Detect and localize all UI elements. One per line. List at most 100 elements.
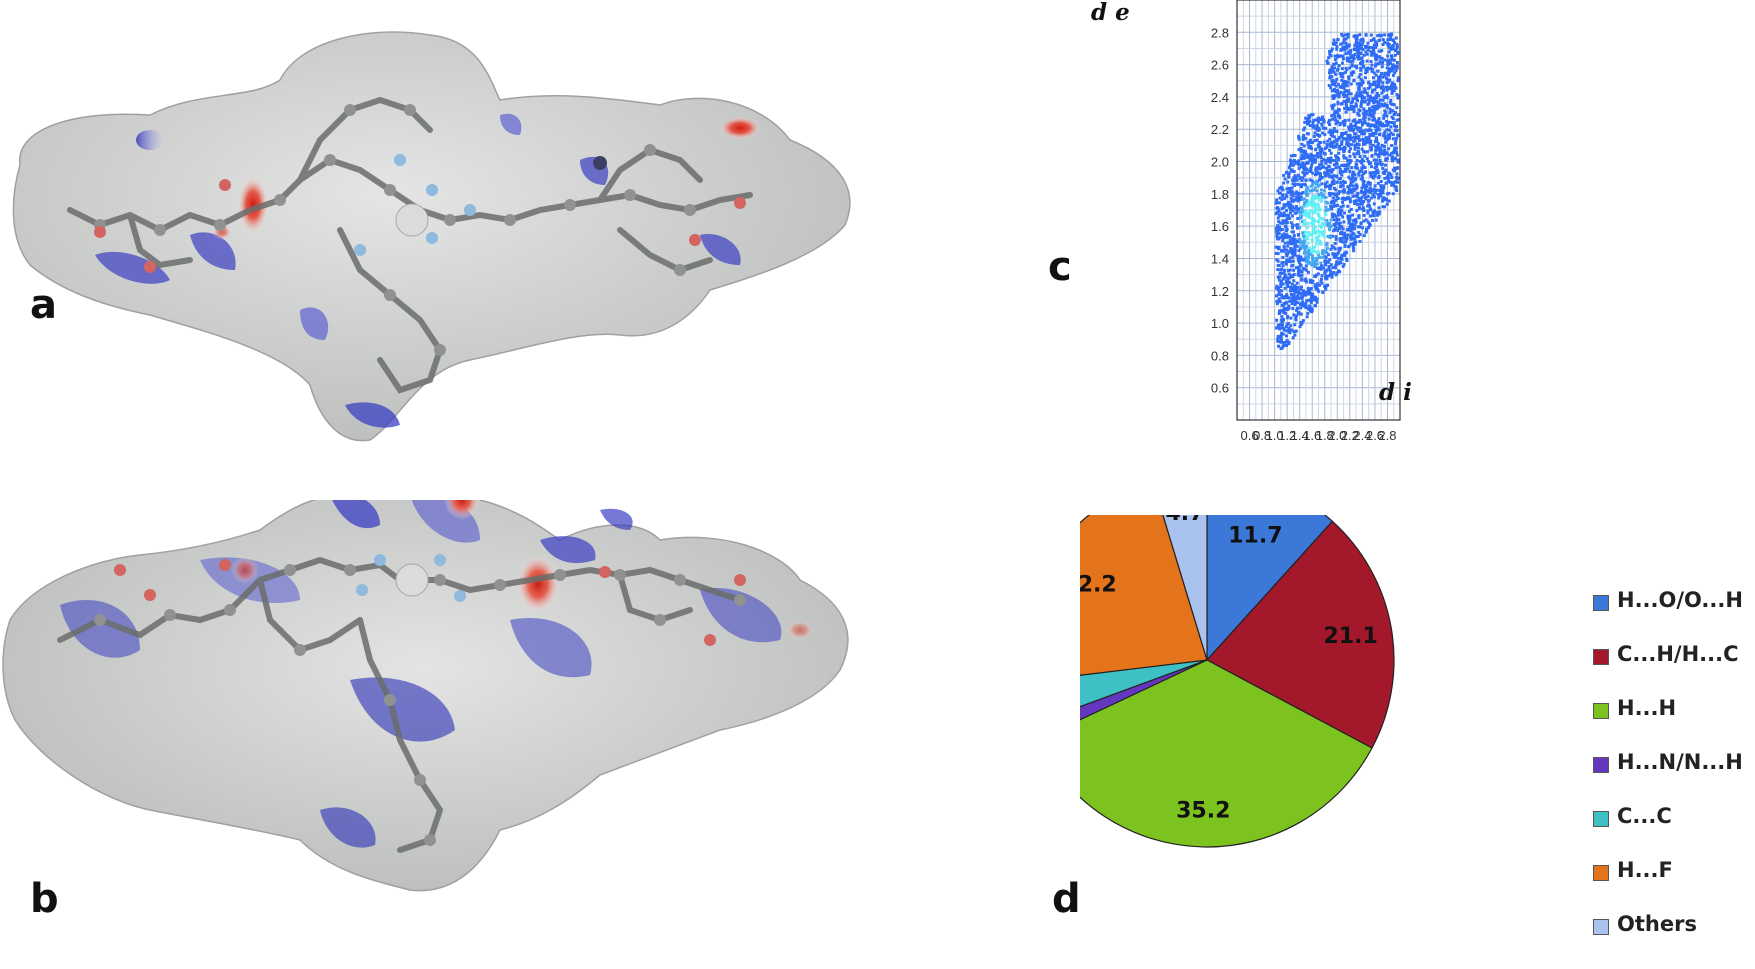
fingerprint-point: [1280, 228, 1284, 232]
fingerprint-point: [1372, 202, 1376, 206]
fingerprint-point: [1309, 140, 1313, 144]
fingerprint-point: [1345, 197, 1349, 201]
fingerprint-point: [1372, 117, 1376, 121]
fingerprint-point: [1333, 204, 1337, 208]
fingerprint-point: [1328, 137, 1332, 141]
fingerprint-point: [1320, 123, 1324, 127]
fingerprint-point: [1337, 208, 1341, 212]
fingerprint-point: [1359, 102, 1363, 106]
fingerprint-point: [1294, 314, 1298, 318]
fingerprint-point: [1274, 226, 1278, 230]
fingerprint-point: [1385, 66, 1389, 70]
fingerprint-point: [1346, 59, 1350, 63]
fingerprint-point: [1279, 285, 1283, 289]
fingerprint-point: [1305, 237, 1309, 241]
fingerprint-point: [1353, 143, 1357, 147]
fingerprint-point: [1341, 215, 1345, 219]
fingerprint-point: [1378, 161, 1382, 165]
fingerprint-point: [1296, 255, 1300, 259]
fingerprint-point: [1335, 195, 1339, 199]
fingerprint-point: [1355, 82, 1359, 86]
fingerprint-point: [1304, 116, 1308, 120]
fingerprint-point: [1334, 84, 1338, 88]
fingerprint-point: [1396, 113, 1400, 117]
fingerprint-point: [1373, 166, 1377, 170]
fingerprint-point: [1353, 223, 1357, 227]
fingerprint-point: [1363, 90, 1367, 94]
fingerprint-point: [1340, 173, 1344, 177]
fingerprint-point: [1331, 266, 1335, 270]
fingerprint-point: [1358, 129, 1362, 133]
fingerprint-point: [1395, 153, 1399, 157]
fingerprint-point: [1327, 164, 1331, 168]
fingerprint-point: [1369, 59, 1373, 63]
fingerprint-point: [1356, 126, 1360, 130]
fingerprint-point: [1357, 214, 1361, 218]
fingerprint-point: [1342, 84, 1346, 88]
legend-swatch: [1593, 919, 1609, 935]
fingerprint-point: [1319, 141, 1323, 145]
fingerprint-point: [1313, 131, 1317, 135]
pie-data-label: 35.2: [1176, 799, 1230, 824]
fingerprint-point: [1348, 52, 1352, 56]
y-axis-label: d e: [1091, 0, 1130, 26]
fingerprint-point: [1317, 205, 1321, 209]
fingerprint-point: [1344, 33, 1348, 37]
fingerprint-point: [1385, 151, 1389, 155]
fingerprint-point: [1283, 286, 1287, 290]
fingerprint-point: [1290, 168, 1294, 172]
fingerprint-point: [1313, 186, 1317, 190]
fingerprint-point: [1354, 218, 1358, 222]
fingerprint-point: [1366, 94, 1370, 98]
fingerprint-point: [1338, 147, 1342, 151]
pie-data-label: 22.2: [1080, 572, 1117, 597]
fingerprint-point: [1321, 165, 1325, 169]
fingerprint-point: [1356, 150, 1360, 154]
legend-label: C...C: [1617, 804, 1672, 828]
fingerprint-point: [1388, 107, 1392, 111]
fingerprint-point: [1312, 223, 1316, 227]
fingerprint-point: [1352, 242, 1356, 246]
fingerprint-point: [1367, 81, 1371, 85]
fingerprint-point: [1333, 115, 1337, 119]
fingerprint-point: [1392, 121, 1396, 125]
fingerprint-point: [1381, 42, 1385, 46]
fingerprint-point: [1372, 47, 1376, 51]
fingerprint-point: [1289, 163, 1293, 167]
fingerprint-point: [1336, 203, 1340, 207]
fingerprint-point: [1352, 199, 1356, 203]
fingerprint-point: [1340, 78, 1344, 82]
fingerprint-point: [1328, 71, 1332, 75]
fingerprint-point: [1308, 114, 1312, 118]
fingerprint-point: [1329, 132, 1333, 136]
fingerprint-point: [1348, 188, 1352, 192]
fingerprint-point: [1298, 263, 1302, 267]
fingerprint-point: [1357, 94, 1361, 98]
fingerprint-point: [1335, 174, 1339, 178]
fingerprint-point: [1353, 147, 1357, 151]
fingerprint-point: [1326, 139, 1330, 143]
fingerprint-point: [1342, 236, 1346, 240]
fingerprint-point: [1293, 183, 1297, 187]
fingerprint-point: [1379, 179, 1383, 183]
fingerprint-point: [1348, 49, 1352, 53]
fingerprint-point: [1385, 202, 1389, 206]
fingerprint-point: [1302, 232, 1306, 236]
fingerprint-point: [1291, 250, 1295, 254]
fingerprint-point: [1341, 92, 1345, 96]
legend-label: Others: [1617, 912, 1697, 936]
fingerprint-point: [1369, 174, 1373, 178]
fingerprint-point: [1371, 133, 1375, 137]
fingerprint-point: [1374, 132, 1378, 136]
fingerprint-point: [1393, 166, 1397, 170]
fingerprint-point: [1296, 173, 1300, 177]
fingerprint-point: [1363, 96, 1367, 100]
fingerprint-point: [1351, 170, 1355, 174]
fingerprint-point: [1296, 194, 1300, 198]
fingerprint-point: [1336, 217, 1340, 221]
fingerprint-point: [1372, 101, 1376, 105]
fingerprint-point: [1361, 48, 1365, 52]
fingerprint-point: [1313, 285, 1317, 289]
fingerprint-point: [1346, 158, 1350, 162]
fingerprint-point: [1381, 122, 1385, 126]
